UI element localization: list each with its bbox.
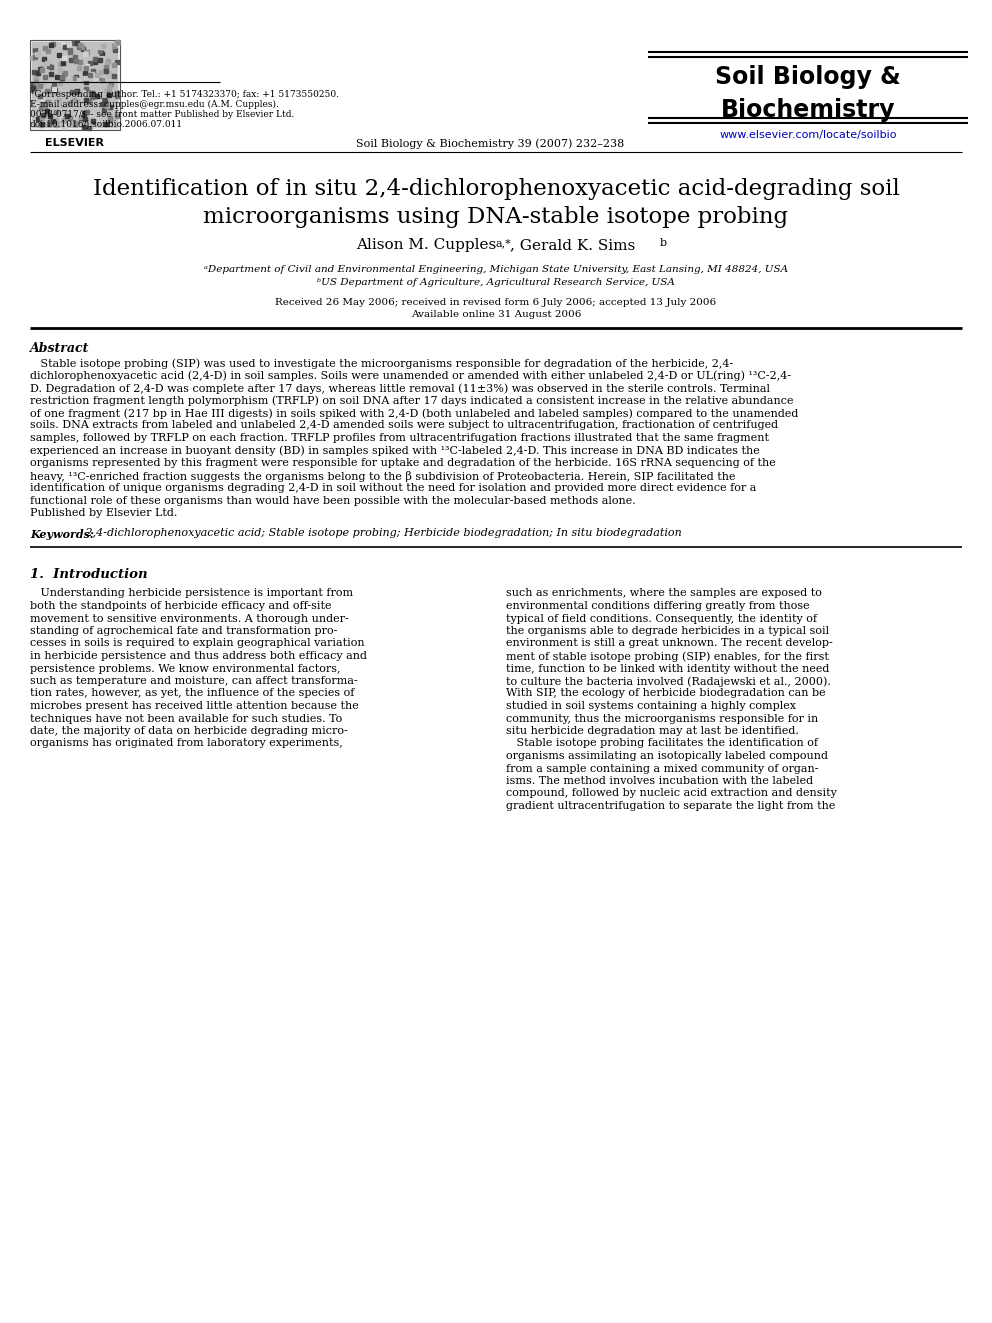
Text: Abstract: Abstract [30,343,89,355]
Text: organisms has originated from laboratory experiments,: organisms has originated from laboratory… [30,738,343,749]
Text: environment is still a great unknown. The recent develop-: environment is still a great unknown. Th… [506,639,832,648]
Text: www.elsevier.com/locate/soilbio: www.elsevier.com/locate/soilbio [719,130,897,140]
Text: Received 26 May 2006; received in revised form 6 July 2006; accepted 13 July 200: Received 26 May 2006; received in revise… [276,298,716,307]
Text: studied in soil systems containing a highly complex: studied in soil systems containing a hig… [506,701,796,710]
Text: from a sample containing a mixed community of organ-: from a sample containing a mixed communi… [506,763,818,774]
Text: organisms represented by this fragment were responsible for uptake and degradati: organisms represented by this fragment w… [30,458,776,468]
Text: such as enrichments, where the samples are exposed to: such as enrichments, where the samples a… [506,589,822,598]
Text: ELSEVIER: ELSEVIER [46,138,104,148]
Text: soils. DNA extracts from labeled and unlabeled 2,4-D amended soils were subject : soils. DNA extracts from labeled and unl… [30,421,778,430]
Text: Available online 31 August 2006: Available online 31 August 2006 [411,310,581,319]
Text: heavy, ¹³C-enriched fraction suggests the organisms belong to the β subdivision : heavy, ¹³C-enriched fraction suggests th… [30,471,735,482]
Text: Understanding herbicide persistence is important from: Understanding herbicide persistence is i… [30,589,353,598]
Text: techniques have not been available for such studies. To: techniques have not been available for s… [30,713,342,724]
Text: microorganisms using DNA-stable isotope probing: microorganisms using DNA-stable isotope … [203,206,789,228]
Text: gradient ultracentrifugation to separate the light from the: gradient ultracentrifugation to separate… [506,800,835,811]
Text: b: b [660,238,668,247]
Text: date, the majority of data on herbicide degrading micro-: date, the majority of data on herbicide … [30,726,348,736]
Text: identification of unique organisms degrading 2,4-D in soil without the need for : identification of unique organisms degra… [30,483,756,493]
Text: ment of stable isotope probing (SIP) enables, for the first: ment of stable isotope probing (SIP) ena… [506,651,829,662]
Text: dichlorophenoxyacetic acid (2,4-D) in soil samples. Soils were unamended or amen: dichlorophenoxyacetic acid (2,4-D) in so… [30,370,792,381]
Text: in herbicide persistence and thus address both efficacy and: in herbicide persistence and thus addres… [30,651,367,662]
Text: persistence problems. We know environmental factors,: persistence problems. We know environmen… [30,664,340,673]
Text: situ herbicide degradation may at last be identified.: situ herbicide degradation may at last b… [506,726,799,736]
Text: tion rates, however, as yet, the influence of the species of: tion rates, however, as yet, the influen… [30,688,354,699]
Text: microbes present has received little attention because the: microbes present has received little att… [30,701,359,710]
Text: typical of field conditions. Consequently, the identity of: typical of field conditions. Consequentl… [506,614,817,623]
Text: Identification of in situ 2,4-dichlorophenoxyacetic acid-degrading soil: Identification of in situ 2,4-dichloroph… [92,179,900,200]
Text: ᵃDepartment of Civil and Environmental Engineering, Michigan State University, E: ᵃDepartment of Civil and Environmental E… [204,265,788,274]
Text: Alison M. Cupples: Alison M. Cupples [356,238,496,251]
Text: 0038-0717/$ - see front matter Published by Elsevier Ltd.: 0038-0717/$ - see front matter Published… [30,110,295,119]
Text: *Corresponding author. Tel.: +1 5174323370; fax: +1 5173550250.: *Corresponding author. Tel.: +1 51743233… [30,90,339,99]
Text: 2,4-dichlorophenoxyacetic acid; Stable isotope probing; Herbicide biodegradation: 2,4-dichlorophenoxyacetic acid; Stable i… [82,528,682,538]
Text: Stable isotope probing (SIP) was used to investigate the microorganisms responsi: Stable isotope probing (SIP) was used to… [30,359,733,369]
Text: such as temperature and moisture, can affect transforma-: such as temperature and moisture, can af… [30,676,358,687]
Text: standing of agrochemical fate and transformation pro-: standing of agrochemical fate and transf… [30,626,337,636]
Text: a,*: a,* [496,238,512,247]
Text: time, function to be linked with identity without the need: time, function to be linked with identit… [506,664,829,673]
Text: Biochemistry: Biochemistry [721,98,895,122]
Text: isms. The method involves incubation with the labeled: isms. The method involves incubation wit… [506,777,813,786]
Text: Stable isotope probing facilitates the identification of: Stable isotope probing facilitates the i… [506,738,818,749]
Text: functional role of these organisms than would have been possible with the molecu: functional role of these organisms than … [30,496,636,505]
Text: cesses in soils is required to explain geographical variation: cesses in soils is required to explain g… [30,639,365,648]
Text: Published by Elsevier Ltd.: Published by Elsevier Ltd. [30,508,178,519]
Text: experienced an increase in buoyant density (BD) in samples spiked with ¹³C-label: experienced an increase in buoyant densi… [30,446,760,456]
Text: both the standpoints of herbicide efficacy and off-site: both the standpoints of herbicide effica… [30,601,331,611]
Text: movement to sensitive environments. A thorough under-: movement to sensitive environments. A th… [30,614,349,623]
Text: ᵇUS Department of Agriculture, Agricultural Research Service, USA: ᵇUS Department of Agriculture, Agricultu… [317,278,675,287]
Text: to culture the bacteria involved (Radajewski et al., 2000).: to culture the bacteria involved (Radaje… [506,676,831,687]
Text: Keywords:: Keywords: [30,528,94,540]
Text: With SIP, the ecology of herbicide biodegradation can be: With SIP, the ecology of herbicide biode… [506,688,825,699]
Text: samples, followed by TRFLP on each fraction. TRFLP profiles from ultracentrifuga: samples, followed by TRFLP on each fract… [30,433,769,443]
Text: of one fragment (217 bp in Hae III digests) in soils spiked with 2,4-D (both unl: of one fragment (217 bp in Hae III diges… [30,407,799,418]
Text: the organisms able to degrade herbicides in a typical soil: the organisms able to degrade herbicides… [506,626,829,636]
Bar [30,40,120,130]
Text: E-mail address: cupples@egr.msu.edu (A.M. Cupples).: E-mail address: cupples@egr.msu.edu (A.M… [30,101,279,108]
Text: Soil Biology &: Soil Biology & [715,65,901,89]
Text: restriction fragment length polymorphism (TRFLP) on soil DNA after 17 days indic: restriction fragment length polymorphism… [30,396,794,406]
Text: organisms assimilating an isotopically labeled compound: organisms assimilating an isotopically l… [506,751,828,761]
Bar [32,42,118,128]
Text: environmental conditions differing greatly from those: environmental conditions differing great… [506,601,809,611]
Text: doi:10.1016/j.soilbio.2006.07.011: doi:10.1016/j.soilbio.2006.07.011 [30,120,184,130]
Text: 1.  Introduction: 1. Introduction [30,569,148,582]
Text: Soil Biology & Biochemistry 39 (2007) 232–238: Soil Biology & Biochemistry 39 (2007) 23… [356,138,624,148]
Text: , Gerald K. Sims: , Gerald K. Sims [510,238,635,251]
Text: community, thus the microorganisms responsible for in: community, thus the microorganisms respo… [506,713,818,724]
Text: compound, followed by nucleic acid extraction and density: compound, followed by nucleic acid extra… [506,789,837,799]
Text: D. Degradation of 2,4-D was complete after 17 days, whereas little removal (11±3: D. Degradation of 2,4-D was complete aft… [30,382,770,393]
